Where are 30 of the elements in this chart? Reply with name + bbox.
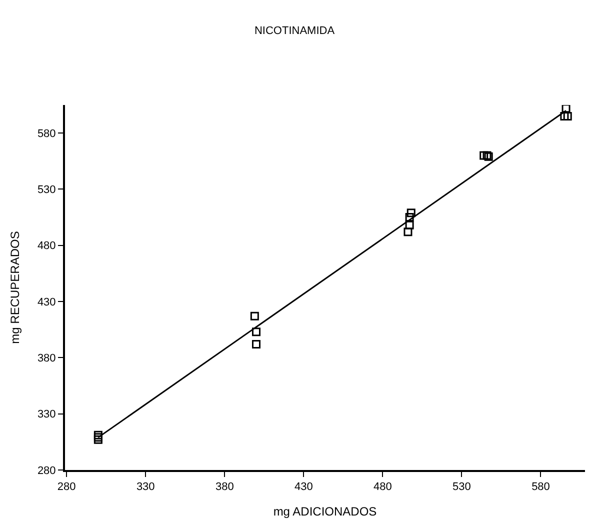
y-tick-label: 580 xyxy=(37,128,56,140)
x-tick-label: 280 xyxy=(57,481,76,494)
x-tick-label: 480 xyxy=(374,481,392,494)
x-tick-label: 380 xyxy=(215,481,234,494)
x-tick-label: 580 xyxy=(532,481,550,494)
x-axis-title: mg ADICIONADOS xyxy=(273,504,377,519)
y-tick-label: 480 xyxy=(37,240,56,252)
x-tick-label: 430 xyxy=(294,481,313,494)
point xyxy=(94,433,102,442)
y-tick-label: 380 xyxy=(37,352,56,365)
point xyxy=(406,208,416,218)
point xyxy=(562,105,570,113)
point xyxy=(94,435,102,444)
point xyxy=(404,228,412,236)
y-tick-label: 530 xyxy=(37,184,56,196)
y-tick-label: 430 xyxy=(37,296,56,308)
point xyxy=(252,340,260,348)
point xyxy=(250,312,259,320)
point xyxy=(480,151,488,160)
point xyxy=(252,328,260,336)
x-tick-label: 330 xyxy=(136,481,155,494)
point xyxy=(563,112,572,120)
y-tick-label: 330 xyxy=(37,408,56,421)
y-axis-title: mg RECUPERADOS xyxy=(8,231,22,344)
point xyxy=(94,430,102,440)
y-tick-label: 280 xyxy=(37,464,56,477)
chart-title: NICOTINAMIDA xyxy=(254,25,336,38)
point xyxy=(405,213,414,222)
point xyxy=(405,220,414,230)
x-tick-label: 530 xyxy=(452,481,471,494)
